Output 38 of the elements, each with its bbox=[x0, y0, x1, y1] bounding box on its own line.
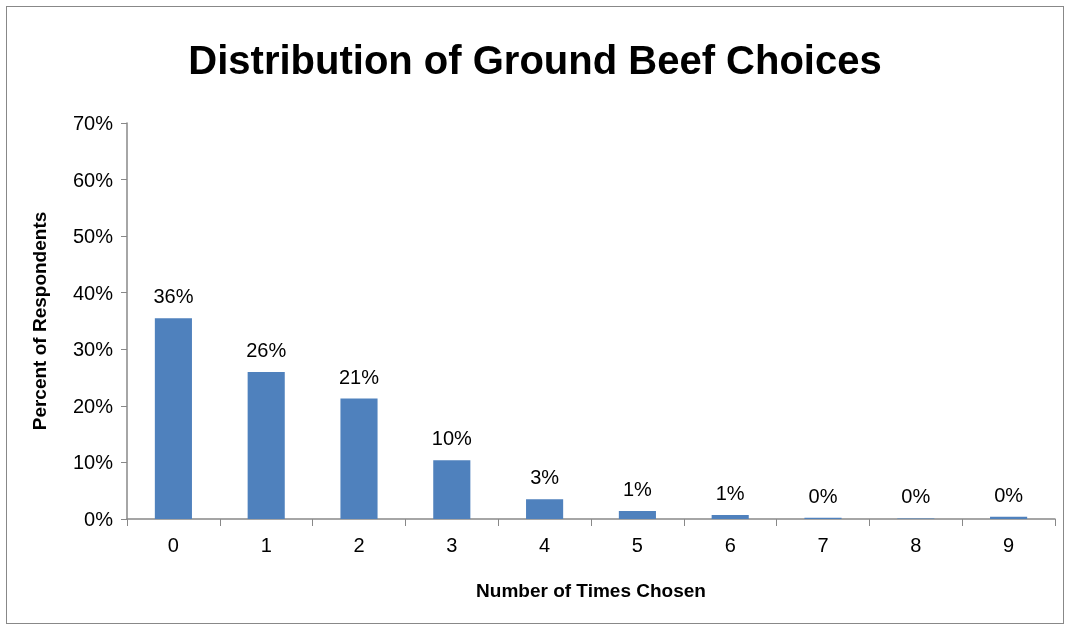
x-tick-label: 1 bbox=[260, 534, 272, 556]
y-tick-label: 10% bbox=[72, 451, 114, 474]
x-tick-label: 9 bbox=[1003, 534, 1015, 556]
bar bbox=[618, 511, 656, 519]
y-tick-label: 40% bbox=[72, 281, 114, 304]
bar bbox=[526, 499, 564, 519]
y-tick-label: 20% bbox=[72, 394, 114, 417]
data-label: 3% bbox=[530, 466, 560, 489]
x-tick-label: 0 bbox=[167, 534, 179, 556]
data-label: 1% bbox=[715, 482, 745, 505]
x-tick-label: 3 bbox=[446, 534, 458, 556]
data-label: 1% bbox=[622, 478, 653, 501]
x-tick-label: 4 bbox=[539, 534, 551, 556]
bar bbox=[340, 398, 378, 519]
data-label: 26% bbox=[246, 338, 287, 361]
data-label: 0% bbox=[808, 484, 838, 507]
data-label: 0% bbox=[901, 485, 931, 508]
y-axis-title: Percent of Respondents bbox=[29, 211, 50, 431]
chart-title: Distribution of Ground Beef Choices bbox=[188, 38, 882, 82]
x-tick-label: 5 bbox=[631, 534, 643, 556]
x-tick-label: 6 bbox=[724, 534, 736, 556]
y-tick-label: 60% bbox=[72, 168, 114, 191]
x-axis-title: Number of Times Chosen bbox=[476, 580, 706, 601]
bar bbox=[247, 371, 285, 519]
bar bbox=[154, 318, 192, 519]
y-tick-label: 30% bbox=[72, 338, 114, 361]
y-tick-label: 70% bbox=[72, 112, 114, 134]
x-tick-label: 7 bbox=[817, 534, 829, 556]
bar bbox=[711, 515, 749, 519]
data-label: 21% bbox=[338, 365, 380, 388]
data-label: 0% bbox=[994, 483, 1024, 506]
x-tick-label: 8 bbox=[910, 534, 922, 556]
bar bbox=[433, 460, 471, 519]
x-tick-label: 2 bbox=[353, 534, 365, 556]
data-label: 10% bbox=[431, 427, 473, 450]
y-tick-label: 50% bbox=[72, 225, 114, 248]
y-tick-label: 0% bbox=[84, 508, 114, 530]
data-label: 36% bbox=[153, 285, 194, 308]
